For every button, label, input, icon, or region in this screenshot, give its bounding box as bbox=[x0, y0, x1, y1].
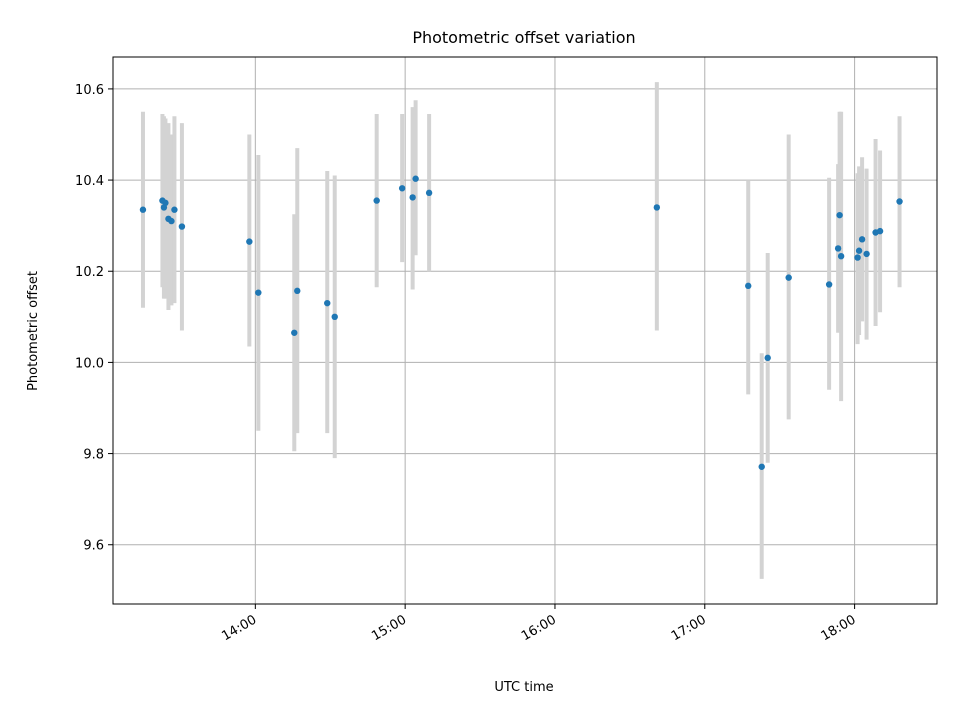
x-tick-label: 17:00 bbox=[669, 612, 709, 644]
data-point bbox=[745, 282, 752, 290]
data-point bbox=[139, 206, 147, 213]
data-point bbox=[331, 313, 338, 321]
data-point bbox=[162, 199, 169, 207]
data-point bbox=[246, 238, 253, 245]
data-point bbox=[178, 223, 186, 230]
data-point bbox=[255, 289, 262, 296]
y-tick-label: 10.0 bbox=[75, 356, 104, 371]
y-tick-label: 9.8 bbox=[83, 448, 104, 463]
data-point bbox=[324, 299, 331, 307]
x-axis-label: UTC time bbox=[494, 680, 553, 695]
data-point bbox=[412, 175, 419, 182]
x-tick-label: 18:00 bbox=[819, 612, 859, 644]
x-tick-label: 14:00 bbox=[219, 612, 259, 644]
data-point bbox=[171, 206, 178, 213]
chart-title: Photometric offset variation bbox=[412, 28, 635, 47]
data-point bbox=[373, 197, 380, 204]
grid bbox=[113, 57, 937, 604]
data-point bbox=[758, 463, 765, 470]
data-point bbox=[863, 250, 870, 258]
data-point bbox=[858, 236, 866, 243]
x-axis-ticks: 14:00 15:00 16:00 17:00 18:00 bbox=[219, 604, 859, 644]
plot-frame bbox=[112, 56, 938, 605]
x-tick-label: 16:00 bbox=[519, 612, 559, 644]
data-point bbox=[425, 189, 433, 197]
y-tick-label: 10.6 bbox=[75, 83, 104, 98]
data-point bbox=[653, 204, 661, 211]
data-point bbox=[409, 194, 416, 201]
data-point bbox=[168, 217, 175, 225]
data-point bbox=[896, 198, 903, 205]
error-bars bbox=[140, 82, 902, 579]
data-point bbox=[294, 287, 301, 295]
data-point bbox=[785, 274, 792, 281]
data-point bbox=[876, 227, 884, 235]
data-point bbox=[764, 354, 771, 362]
data-point bbox=[837, 252, 845, 260]
y-axis-ticks: 9.6 9.8 10.0 10.2 10.4 10.6 bbox=[75, 83, 113, 554]
data-point bbox=[854, 254, 861, 261]
data-points bbox=[139, 175, 903, 470]
data-point bbox=[855, 247, 863, 254]
y-tick-label: 9.6 bbox=[83, 539, 104, 554]
y-tick-label: 10.4 bbox=[75, 174, 104, 189]
data-point bbox=[398, 185, 406, 192]
x-tick-label: 15:00 bbox=[369, 612, 409, 644]
y-axis-label: Photometric offset bbox=[26, 271, 41, 391]
data-point bbox=[825, 281, 833, 288]
data-point bbox=[291, 329, 298, 336]
data-point bbox=[834, 245, 842, 252]
data-point bbox=[836, 211, 843, 219]
y-tick-label: 10.2 bbox=[75, 265, 104, 280]
